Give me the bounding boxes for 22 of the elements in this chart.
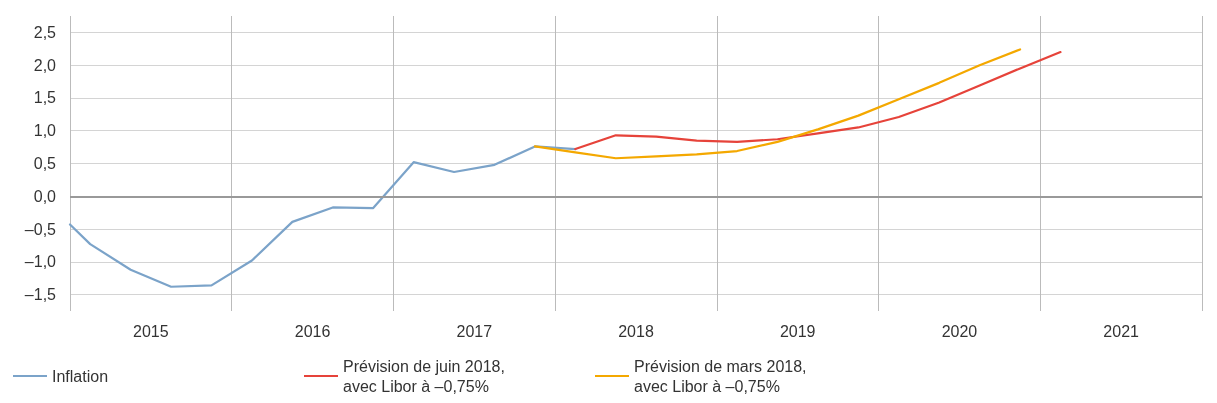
x-tick-label: 2018 xyxy=(618,322,654,340)
x-tick-label: 2017 xyxy=(456,322,493,340)
x-tick-label: 2021 xyxy=(1103,322,1140,340)
legend-label: Prévision de mars 2018, avec Libor à –0,75% xyxy=(634,357,811,395)
y-tick-label: 2,0 xyxy=(33,56,57,74)
y-tick-label: –1,0 xyxy=(24,253,57,271)
y-tick-label: 0,5 xyxy=(33,155,57,172)
y-tick-label: 2,5 xyxy=(33,23,57,41)
y-tick-label: 0,0 xyxy=(33,187,57,205)
line-series xyxy=(533,48,1022,160)
x-tick-label: 2015 xyxy=(133,322,169,340)
x-tick-label: 2016 xyxy=(294,322,331,340)
x-tick-label: 2020 xyxy=(941,322,978,340)
legend-label: Prévision de juin 2018, avec Libor à –0,75% xyxy=(343,357,510,395)
legend-label: Inflation xyxy=(52,367,109,385)
y-tick-label: –1,5 xyxy=(24,286,57,304)
y-tick-label: 1,5 xyxy=(33,89,57,107)
y-tick-label: 1,0 xyxy=(33,122,57,140)
line-series xyxy=(574,50,1062,151)
line-series xyxy=(68,145,577,288)
y-tick-label: –0,5 xyxy=(24,220,57,238)
x-tick-label: 2019 xyxy=(779,322,816,340)
